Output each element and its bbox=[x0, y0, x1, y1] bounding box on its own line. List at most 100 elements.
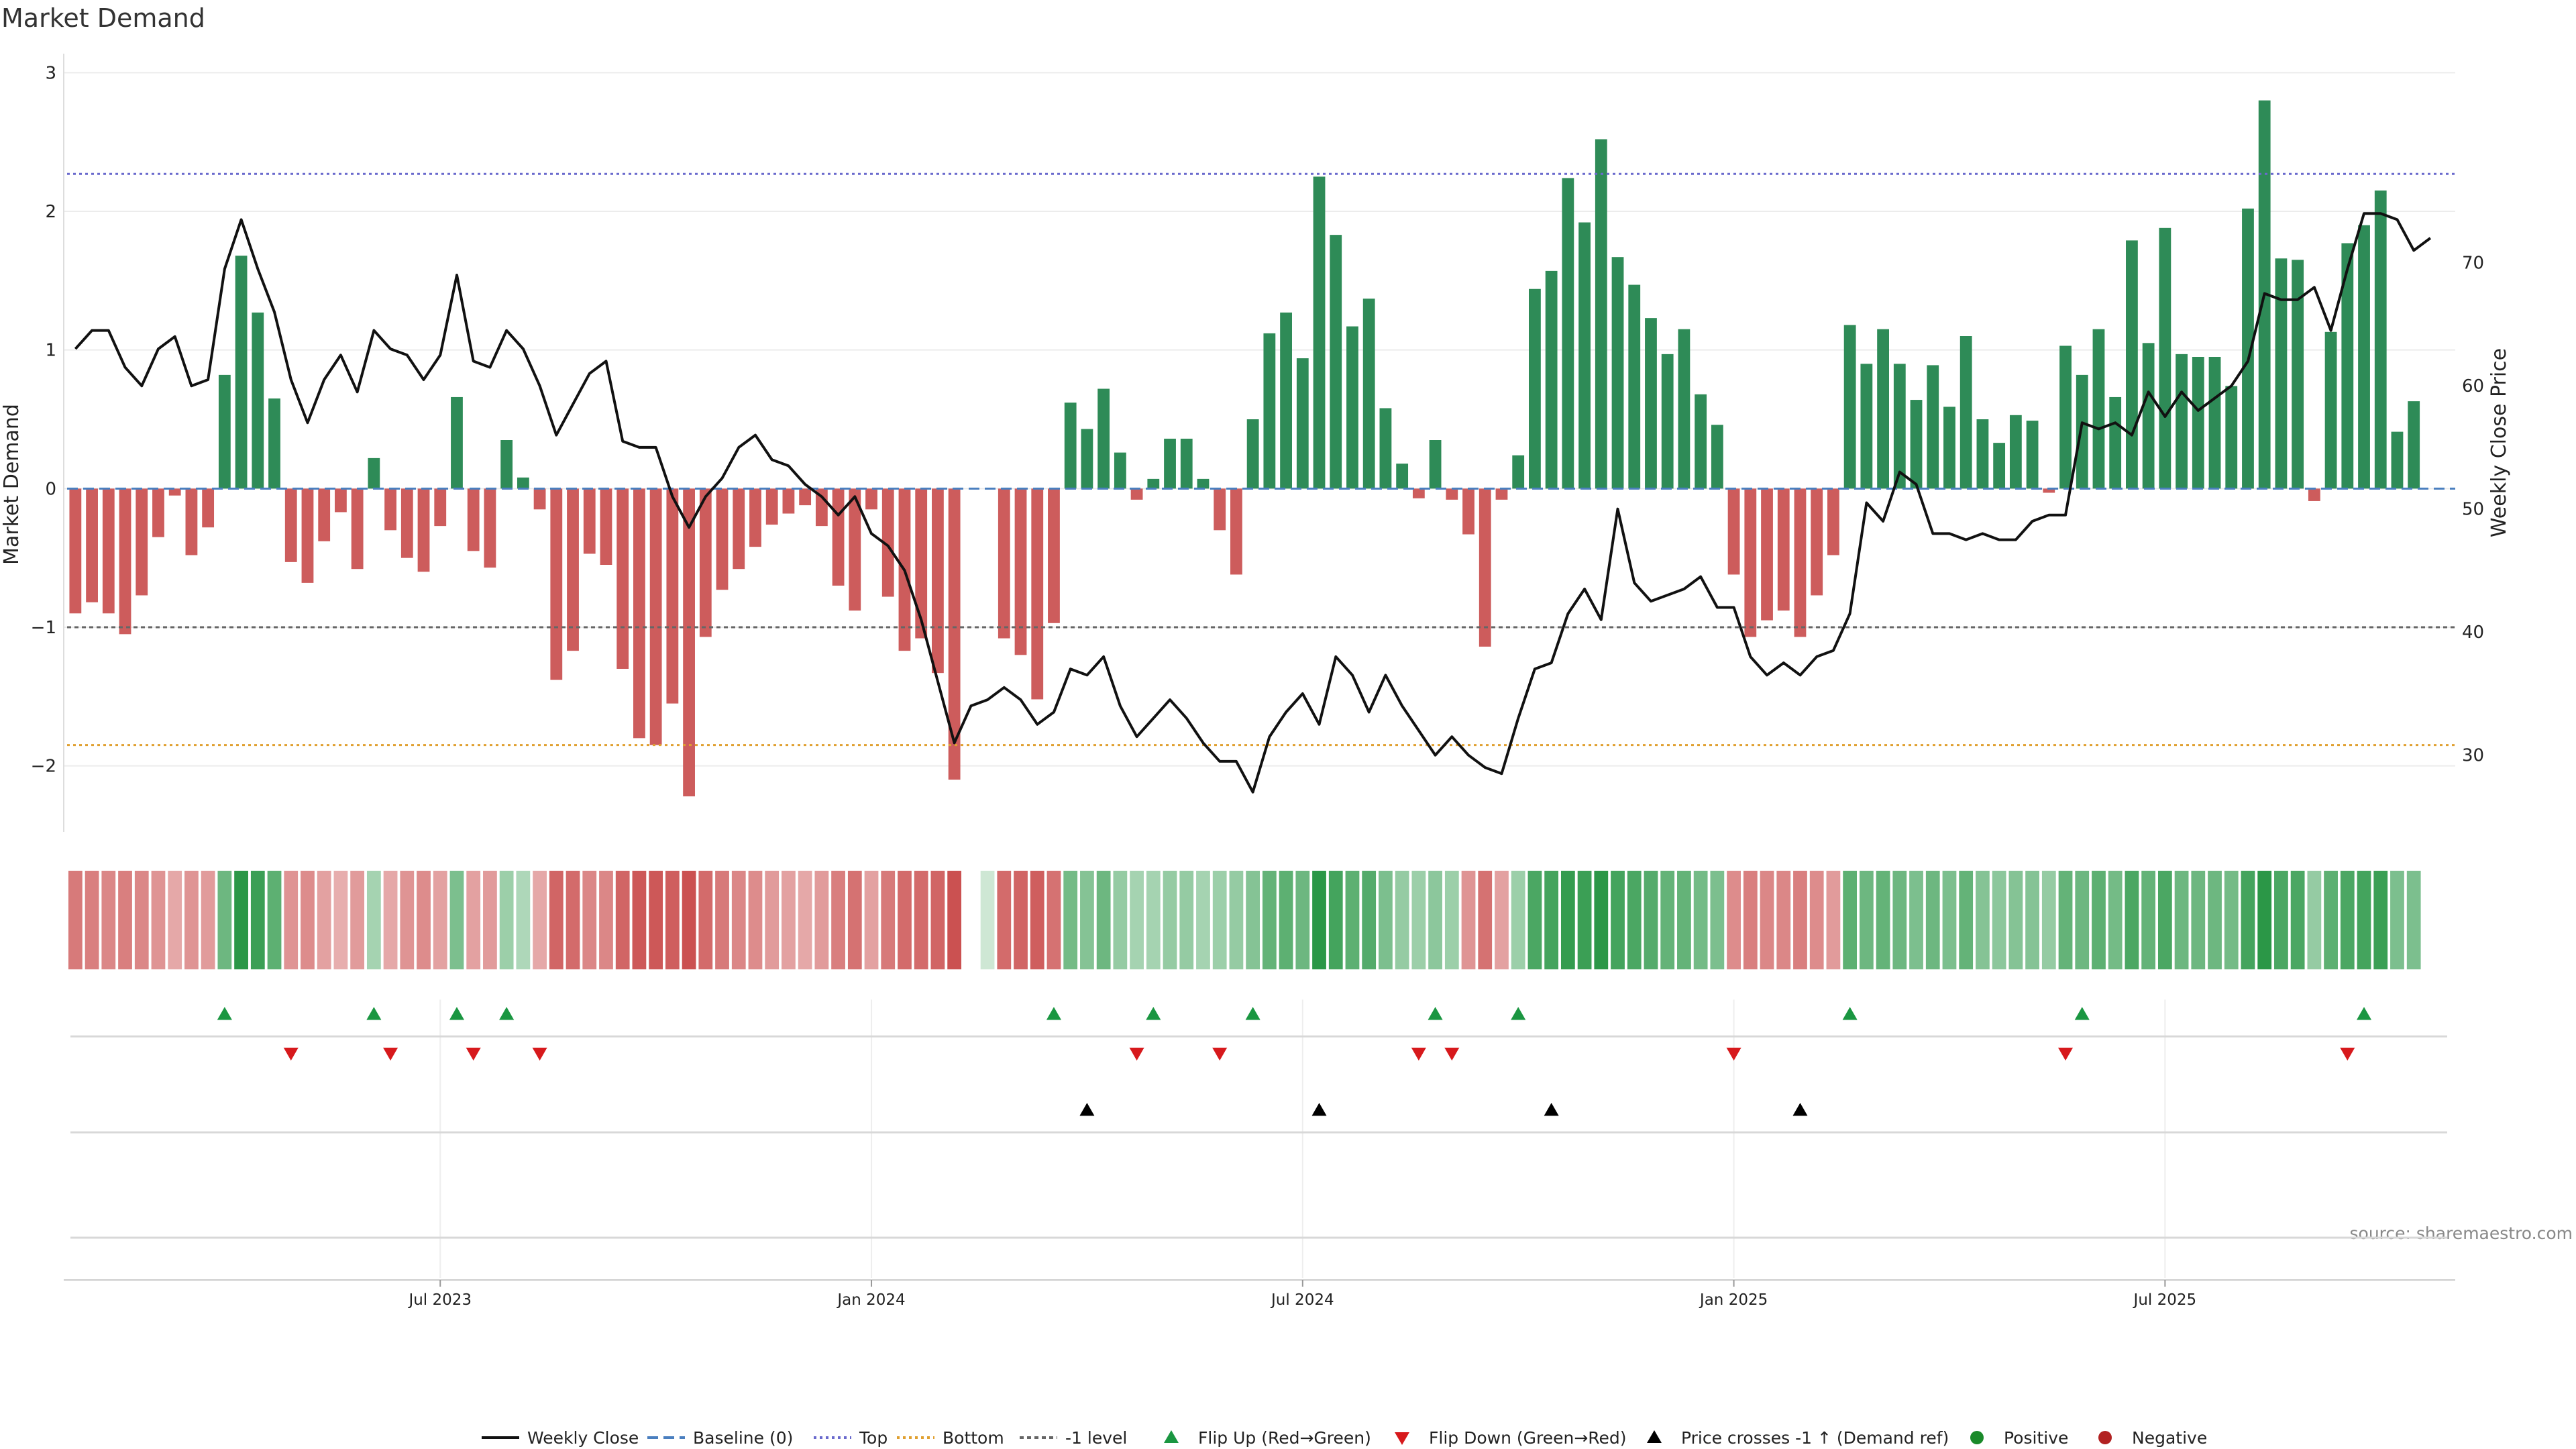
y2-tick-label: 50 bbox=[2462, 500, 2484, 520]
strip-cell bbox=[1229, 871, 1244, 969]
demand-bar bbox=[749, 488, 761, 547]
strip-cell bbox=[1411, 871, 1426, 969]
demand-bar bbox=[948, 488, 961, 780]
strip-cell bbox=[1660, 871, 1675, 969]
demand-bar bbox=[1429, 440, 1442, 489]
strip-cell bbox=[2075, 871, 2090, 969]
demand-bar bbox=[467, 488, 480, 551]
flip-up-marker bbox=[1428, 1007, 1443, 1020]
demand-bar bbox=[600, 488, 612, 565]
demand-bar bbox=[119, 488, 131, 635]
strip-cell bbox=[2174, 871, 2189, 969]
demand-bar bbox=[881, 488, 894, 597]
strip-cell bbox=[168, 871, 182, 969]
demand-bar bbox=[1910, 400, 1923, 489]
y-tick-label: 1 bbox=[45, 341, 56, 361]
strip-cell bbox=[1843, 871, 1858, 969]
demand-bar bbox=[1777, 488, 1790, 611]
strip-cell bbox=[682, 871, 696, 969]
flip-up-marker bbox=[2074, 1007, 2090, 1020]
strip-cell bbox=[549, 871, 564, 969]
strip-cell bbox=[715, 871, 729, 969]
strip-cell bbox=[1727, 871, 1741, 969]
y2-tick-label: 30 bbox=[2462, 746, 2484, 766]
flip-up-marker bbox=[1842, 1007, 1858, 1020]
legend-label: Bottom bbox=[943, 1428, 1004, 1448]
strip-cell bbox=[1130, 871, 1144, 969]
demand-bar bbox=[1993, 443, 2006, 489]
demand-bar bbox=[1362, 299, 1375, 489]
demand-bar bbox=[2009, 415, 2022, 489]
strip-cell bbox=[782, 871, 796, 969]
flip-down-marker bbox=[2340, 1047, 2355, 1061]
demand-bar bbox=[1545, 270, 1558, 489]
demand-bar bbox=[733, 488, 745, 570]
demand-bar bbox=[1130, 488, 1143, 500]
strip-cell bbox=[449, 871, 464, 969]
demand-bar bbox=[782, 488, 795, 514]
demand-bar bbox=[1479, 488, 1491, 647]
strip-cell bbox=[2008, 871, 2023, 969]
demand-bar bbox=[218, 374, 231, 489]
strip-cell bbox=[1030, 871, 1044, 969]
legend-label: Baseline (0) bbox=[693, 1428, 793, 1448]
demand-bar bbox=[1678, 329, 1690, 489]
strip-cell bbox=[1892, 871, 1907, 969]
strip-cell bbox=[2125, 871, 2139, 969]
y-tick-label: −1 bbox=[31, 618, 56, 638]
legend: Weekly Close Baseline (0) Top Bottom -1 leve… bbox=[482, 1428, 2207, 1448]
strip-cell bbox=[516, 871, 531, 969]
demand-bar bbox=[616, 488, 629, 669]
demand-bar bbox=[683, 488, 695, 797]
strip-cell bbox=[1046, 871, 1061, 969]
demand-bar bbox=[2391, 431, 2404, 489]
demand-bar bbox=[2026, 421, 2039, 489]
grid bbox=[63, 54, 2455, 1281]
strip-cell bbox=[383, 871, 398, 969]
y2-axis-label: Weekly Close Price bbox=[2487, 348, 2511, 537]
demand-bar bbox=[799, 488, 812, 506]
strip-cell bbox=[1710, 871, 1725, 969]
demand-bar bbox=[2142, 343, 2155, 489]
strip-cell bbox=[1262, 871, 1277, 969]
demand-bar bbox=[1727, 488, 1740, 575]
strip-cell bbox=[533, 871, 547, 969]
demand-bar bbox=[915, 488, 928, 639]
demand-bar bbox=[152, 488, 164, 537]
strip-cell bbox=[1295, 871, 1310, 969]
demand-bar bbox=[1761, 488, 1773, 621]
strip-cell bbox=[2324, 871, 2338, 969]
strip-cell bbox=[847, 871, 862, 969]
flip-up-marker bbox=[1146, 1007, 1161, 1020]
strip-cell bbox=[101, 871, 116, 969]
strip-cell bbox=[1461, 871, 1476, 969]
flip-up-marker bbox=[1046, 1007, 1061, 1020]
strip-cell bbox=[284, 871, 299, 969]
demand-bar bbox=[1313, 176, 1326, 489]
legend-swatch-flip-down bbox=[1395, 1432, 1409, 1445]
flip-down-marker bbox=[1212, 1047, 1228, 1061]
strip-cell bbox=[466, 871, 481, 969]
demand-bar bbox=[2192, 357, 2204, 489]
strip-cell bbox=[333, 871, 348, 969]
demand-bar bbox=[136, 488, 148, 596]
strip-cell bbox=[566, 871, 580, 969]
demand-bar bbox=[2308, 488, 2320, 501]
demand-bar bbox=[666, 488, 679, 704]
demand-bar bbox=[1877, 329, 1889, 489]
strip-cell bbox=[151, 871, 166, 969]
demand-bar bbox=[318, 488, 331, 541]
strip-cell bbox=[1976, 871, 1990, 969]
strip-cell bbox=[350, 871, 365, 969]
strip-cell bbox=[1627, 871, 1642, 969]
flip-up-marker bbox=[1511, 1007, 1526, 1020]
strip-cell bbox=[1544, 871, 1559, 969]
strip-cell bbox=[930, 871, 945, 969]
weekly-close-line bbox=[74, 212, 2432, 794]
strip-cell bbox=[615, 871, 630, 969]
strip-cell bbox=[2157, 871, 2172, 969]
strip-cell bbox=[814, 871, 829, 969]
date-tick-label: Jul 2024 bbox=[1270, 1291, 1334, 1309]
strip-cell bbox=[217, 871, 232, 969]
